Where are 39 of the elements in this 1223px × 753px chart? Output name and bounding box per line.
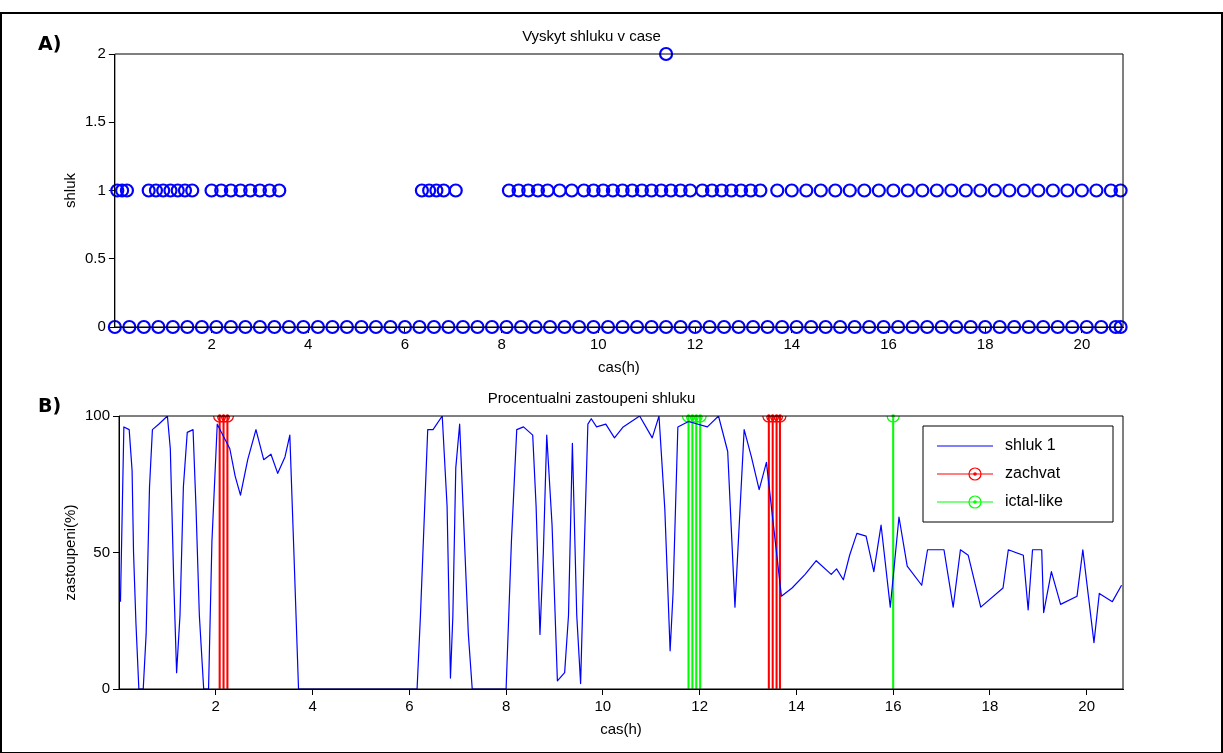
x-axis-title: cas(h) xyxy=(600,720,642,738)
x-tick-label: 10 xyxy=(590,335,607,353)
legend-label: ictal-like xyxy=(1005,492,1063,510)
x-tick-label: 18 xyxy=(981,697,999,715)
y-tick-label: 0 xyxy=(101,679,111,697)
text: A) xyxy=(38,32,62,54)
x-tick-label: 6 xyxy=(400,335,410,353)
x-axis-title: cas(h) xyxy=(598,358,640,376)
chart-title: Vyskyt shluku v case xyxy=(522,27,661,45)
y-tick-label: 1 xyxy=(97,180,106,198)
legend-label: zachvat xyxy=(1005,464,1061,482)
y-tick-label: 1.5 xyxy=(84,112,106,130)
x-tick-label: 14 xyxy=(783,335,801,353)
legend-label: shluk 1 xyxy=(1005,436,1056,454)
y-tick-label: 100 xyxy=(85,406,111,424)
y-tick-label: 0.5 xyxy=(84,248,106,266)
x-tick-label: 14 xyxy=(788,697,805,715)
y-axis-title: zastoupeni(%) xyxy=(61,504,79,601)
x-tick-label: 2 xyxy=(211,697,220,715)
x-tick-label: 4 xyxy=(308,697,317,715)
x-tick-label: 12 xyxy=(686,335,704,353)
x-tick-label: 6 xyxy=(405,697,414,715)
chart-title: Procentualni zastoupeni shluku xyxy=(487,389,696,407)
x-tick-label: 2 xyxy=(207,335,216,353)
y-tick-label: 50 xyxy=(93,542,111,560)
x-tick-label: 18 xyxy=(976,335,994,353)
x-tick-label: 16 xyxy=(884,697,902,715)
text: B) xyxy=(38,394,62,416)
x-tick-label: 8 xyxy=(497,335,506,353)
y-tick-label: 2 xyxy=(97,44,106,62)
x-tick-label: 20 xyxy=(1073,335,1091,353)
x-tick-label: 12 xyxy=(691,697,708,715)
y-tick-label: 0 xyxy=(97,317,106,335)
x-tick-label: 10 xyxy=(594,697,612,715)
x-tick-label: 16 xyxy=(880,335,897,353)
x-tick-label: 4 xyxy=(304,335,313,353)
y-axis-title: shluk xyxy=(61,172,79,209)
x-tick-label: 8 xyxy=(501,697,511,715)
x-tick-label: 20 xyxy=(1078,697,1096,715)
